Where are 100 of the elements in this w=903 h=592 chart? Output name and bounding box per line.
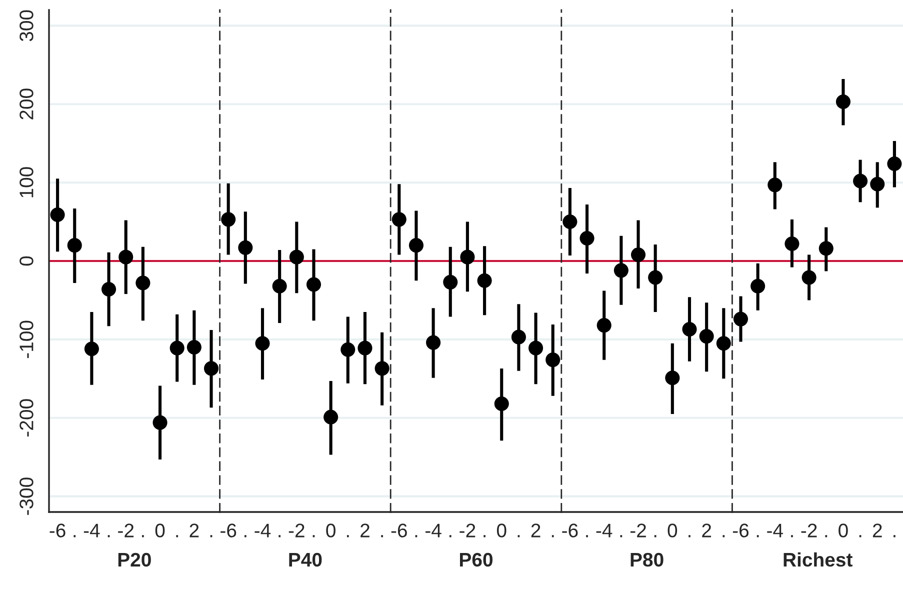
x-tick-label: . [654, 535, 656, 538]
x-tick-label: . [791, 535, 793, 538]
x-tick-label: 0 [155, 524, 165, 538]
x-axis-title: P20 [118, 552, 151, 567]
point [802, 270, 816, 285]
point [306, 277, 322, 292]
x-tick-label: -4 [84, 524, 100, 538]
point [511, 330, 526, 344]
x-tick-label: . [346, 535, 349, 538]
x-tick-label: -6 [732, 524, 749, 538]
point [84, 342, 99, 356]
x-tick-label: 0 [668, 524, 678, 538]
point [836, 94, 851, 110]
x-tick-label: . [552, 535, 554, 538]
x-tick-label: . [688, 535, 690, 538]
point [750, 278, 766, 294]
point [272, 278, 287, 294]
point [426, 335, 441, 350]
point [460, 250, 475, 264]
point [614, 263, 628, 278]
point [374, 361, 390, 376]
x-tick-label: -4 [426, 524, 442, 538]
x-tick-label: . [449, 535, 452, 538]
x-tick-label: . [756, 535, 759, 538]
x-tick-label: . [859, 535, 862, 538]
point [887, 156, 902, 172]
point [170, 340, 184, 356]
x-tick-label: -2 [801, 524, 817, 538]
y-tick-label: -200 [20, 399, 34, 436]
x-tick-label: -6 [562, 524, 578, 538]
x-tick-label: 0 [326, 524, 336, 538]
x-tick-label: -2 [288, 524, 304, 538]
y-tick-label: 100 [20, 167, 34, 198]
point [648, 270, 663, 285]
x-tick-label: 2 [360, 524, 370, 538]
x-tick-label: . [381, 535, 383, 538]
x-tick-label: . [894, 535, 896, 538]
x-tick-label: . [722, 535, 725, 538]
point [494, 396, 509, 412]
point [238, 240, 253, 255]
x-tick-label: . [825, 535, 828, 538]
x-tick-label: . [415, 535, 418, 538]
point [477, 273, 492, 288]
point [340, 342, 356, 357]
x-tick-label: -4 [596, 524, 612, 538]
point [699, 329, 714, 344]
point [784, 236, 800, 252]
point [443, 274, 458, 290]
point [733, 312, 748, 326]
point [682, 322, 697, 337]
x-tick-label: . [586, 535, 588, 538]
point [870, 176, 885, 192]
point [580, 230, 594, 246]
point [768, 178, 782, 192]
point [562, 214, 578, 230]
point [528, 340, 544, 356]
y-tick-label: 200 [20, 88, 34, 120]
x-tick-label: . [210, 535, 212, 538]
point [324, 410, 338, 424]
point [101, 282, 116, 297]
point [289, 250, 304, 264]
x-tick-label: -2 [630, 524, 646, 538]
x-tick-label: . [312, 535, 315, 538]
x-tick-label: -4 [254, 524, 271, 538]
x-tick-label: . [74, 535, 76, 538]
x-tick-label: . [244, 535, 246, 538]
point [392, 212, 406, 227]
y-tick-label: 300 [20, 10, 34, 42]
x-axis-title: P80 [630, 552, 664, 567]
x-tick-label: 0 [496, 524, 506, 538]
point [221, 212, 236, 227]
x-tick-label: 2 [702, 524, 712, 538]
y-tick-label: -100 [20, 320, 34, 358]
x-axis-title: Richest [784, 552, 852, 567]
x-tick-label: . [108, 535, 110, 538]
x-axis-title: P40 [289, 552, 322, 567]
x-tick-label: . [484, 535, 486, 538]
x-tick-label: -6 [391, 524, 407, 538]
x-tick-label: 0 [838, 524, 848, 538]
point [255, 336, 270, 351]
x-axis-title: P60 [460, 552, 492, 567]
x-tick-label: . [278, 535, 281, 538]
point [546, 352, 560, 368]
x-tick-label: . [620, 535, 622, 538]
x-tick-label: -2 [118, 524, 134, 538]
point [853, 174, 868, 188]
point [358, 340, 372, 356]
x-tick-label: 2 [190, 524, 199, 538]
point [204, 361, 219, 376]
point [716, 336, 731, 351]
point [408, 238, 424, 253]
x-tick-label: 2 [531, 524, 540, 538]
x-tick-label: -6 [50, 524, 66, 538]
x-tick-label: -2 [460, 524, 476, 538]
y-tick-label: 0 [20, 256, 34, 266]
point [596, 318, 612, 333]
x-tick-label: . [518, 535, 520, 538]
x-tick-label: -4 [767, 524, 783, 538]
point [630, 247, 646, 262]
x-tick-label: 2 [872, 524, 882, 538]
